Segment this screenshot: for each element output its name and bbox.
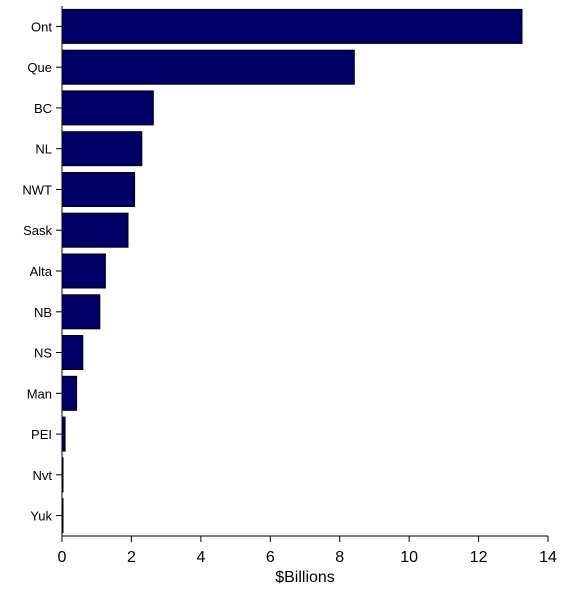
x-axis-title: $Billions: [275, 569, 335, 586]
category-label-bc: BC: [34, 101, 52, 116]
bar-nb: [62, 295, 100, 329]
bars-layer: [62, 9, 522, 532]
x-tick-label-6: 6: [266, 549, 275, 566]
x-tick-label-14: 14: [539, 549, 557, 566]
bar-ns: [62, 336, 83, 370]
bar-que: [62, 50, 354, 84]
bar-alta: [62, 254, 105, 288]
bar-sask: [62, 213, 128, 247]
category-label-man: Man: [27, 386, 52, 401]
category-label-ont: Ont: [31, 19, 52, 34]
category-label-ns: NS: [34, 346, 52, 361]
x-tick-label-2: 2: [127, 549, 136, 566]
x-tick-label-12: 12: [470, 549, 488, 566]
bar-man: [62, 376, 77, 410]
bar-ont: [62, 9, 522, 43]
category-label-nl: NL: [35, 142, 52, 157]
category-label-nb: NB: [34, 305, 52, 320]
bar-bc: [62, 91, 153, 125]
category-label-sask: Sask: [23, 223, 52, 238]
bar-nl: [62, 132, 142, 166]
x-tick-label-0: 0: [58, 549, 67, 566]
category-label-nwt: NWT: [22, 183, 52, 198]
x-tick-label-10: 10: [400, 549, 418, 566]
x-tick-label-8: 8: [335, 549, 344, 566]
category-label-yuk: Yuk: [30, 509, 52, 524]
axes-layer: [56, 6, 548, 542]
category-label-alta: Alta: [30, 264, 53, 279]
bar-nwt: [62, 173, 135, 207]
x-tick-label-4: 4: [196, 549, 205, 566]
category-label-que: Que: [27, 60, 52, 75]
category-label-pei: PEI: [31, 427, 52, 442]
category-label-nvt: Nvt: [33, 468, 53, 483]
